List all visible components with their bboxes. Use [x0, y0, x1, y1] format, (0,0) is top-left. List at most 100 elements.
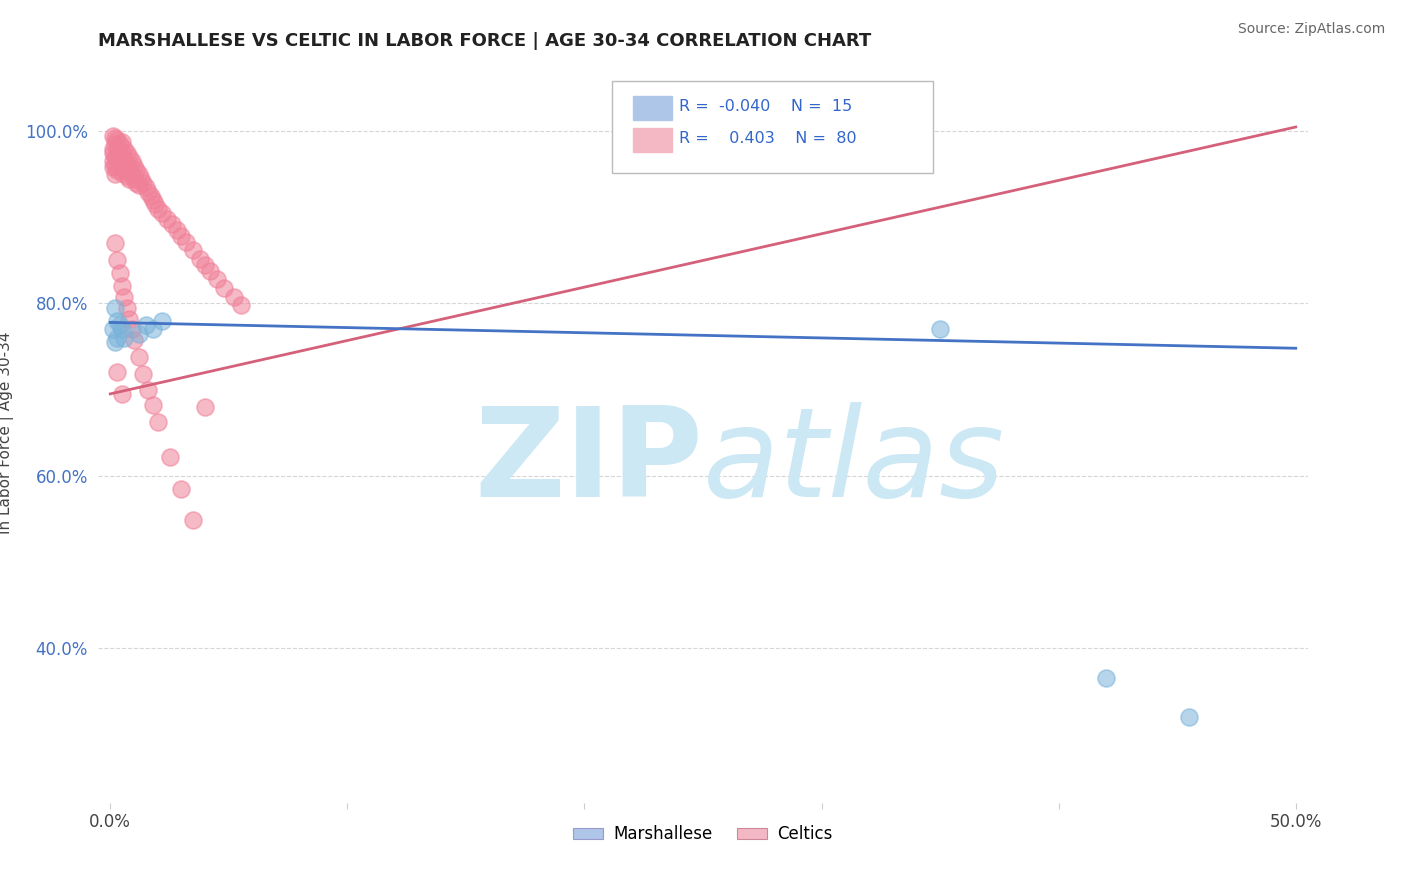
- Point: [114, 142, 136, 156]
- Point: [159, 450, 181, 464]
- Point: [128, 326, 150, 341]
- Point: [111, 322, 134, 336]
- Point: [229, 298, 252, 312]
- Point: [104, 236, 127, 251]
- Point: [108, 137, 131, 152]
- Legend: Marshallese, Celtics: Marshallese, Celtics: [567, 819, 839, 850]
- Point: [111, 279, 134, 293]
- Point: [111, 154, 134, 169]
- Point: [181, 243, 204, 257]
- Text: R =  -0.040    N =  15: R = -0.040 N = 15: [679, 99, 852, 114]
- Point: [101, 128, 124, 143]
- Point: [101, 161, 124, 175]
- Text: R =    0.403    N =  80: R = 0.403 N = 80: [679, 131, 856, 146]
- FancyBboxPatch shape: [633, 128, 672, 152]
- Point: [114, 290, 136, 304]
- Point: [105, 253, 128, 268]
- Point: [122, 159, 145, 173]
- Point: [170, 229, 193, 244]
- Point: [115, 145, 138, 160]
- Point: [121, 322, 143, 336]
- Point: [152, 314, 174, 328]
- Point: [108, 318, 131, 332]
- FancyBboxPatch shape: [633, 96, 672, 120]
- Point: [104, 159, 127, 173]
- Point: [105, 365, 128, 379]
- Text: Source: ZipAtlas.com: Source: ZipAtlas.com: [1237, 22, 1385, 37]
- Point: [118, 312, 141, 326]
- Point: [105, 163, 128, 178]
- Point: [104, 131, 127, 145]
- Point: [105, 142, 128, 156]
- Point: [114, 163, 136, 178]
- Point: [104, 137, 127, 152]
- Point: [1178, 709, 1201, 723]
- Point: [198, 264, 221, 278]
- Y-axis label: In Labor Force | Age 30-34: In Labor Force | Age 30-34: [0, 331, 14, 534]
- Point: [166, 223, 188, 237]
- Point: [160, 217, 183, 231]
- Point: [1095, 671, 1118, 685]
- Point: [132, 367, 155, 381]
- Point: [114, 331, 136, 345]
- Point: [132, 176, 155, 190]
- Point: [125, 163, 148, 178]
- Point: [222, 290, 245, 304]
- Point: [118, 161, 141, 175]
- Point: [146, 202, 169, 216]
- Point: [101, 154, 124, 169]
- Point: [212, 281, 235, 295]
- Point: [929, 322, 952, 336]
- Point: [121, 167, 143, 181]
- Point: [121, 154, 143, 169]
- Point: [146, 415, 169, 429]
- Point: [128, 350, 150, 364]
- Point: [128, 167, 150, 181]
- Point: [156, 212, 179, 227]
- Point: [118, 171, 141, 186]
- Point: [181, 513, 204, 527]
- Point: [111, 145, 134, 160]
- Point: [101, 322, 124, 336]
- Point: [194, 400, 217, 414]
- Point: [108, 148, 131, 162]
- Point: [152, 206, 174, 220]
- Point: [101, 145, 124, 160]
- Text: MARSHALLESE VS CELTIC IN LABOR FORCE | AGE 30-34 CORRELATION CHART: MARSHALLESE VS CELTIC IN LABOR FORCE | A…: [98, 32, 872, 50]
- Point: [142, 193, 165, 207]
- Point: [105, 314, 128, 328]
- Point: [135, 180, 157, 194]
- Point: [142, 322, 165, 336]
- Point: [105, 331, 128, 345]
- Point: [104, 335, 127, 350]
- Point: [125, 176, 148, 190]
- Point: [174, 235, 197, 249]
- Point: [142, 398, 165, 412]
- Point: [111, 166, 134, 180]
- Point: [104, 167, 127, 181]
- Point: [143, 197, 166, 211]
- Point: [101, 142, 124, 156]
- Point: [136, 383, 159, 397]
- Point: [105, 152, 128, 166]
- Point: [122, 171, 145, 186]
- Point: [105, 133, 128, 147]
- Point: [114, 152, 136, 166]
- Text: ZIP: ZIP: [474, 401, 703, 523]
- Text: atlas: atlas: [703, 401, 1005, 523]
- Point: [115, 169, 138, 183]
- Point: [122, 333, 145, 347]
- Point: [139, 189, 162, 203]
- Point: [115, 301, 138, 315]
- Point: [136, 185, 159, 199]
- Point: [205, 272, 228, 286]
- Point: [129, 171, 152, 186]
- Point: [111, 135, 134, 149]
- Point: [104, 150, 127, 164]
- Point: [170, 482, 193, 496]
- FancyBboxPatch shape: [613, 81, 932, 173]
- Point: [190, 252, 212, 266]
- Point: [135, 318, 157, 332]
- Point: [108, 266, 131, 280]
- Point: [118, 150, 141, 164]
